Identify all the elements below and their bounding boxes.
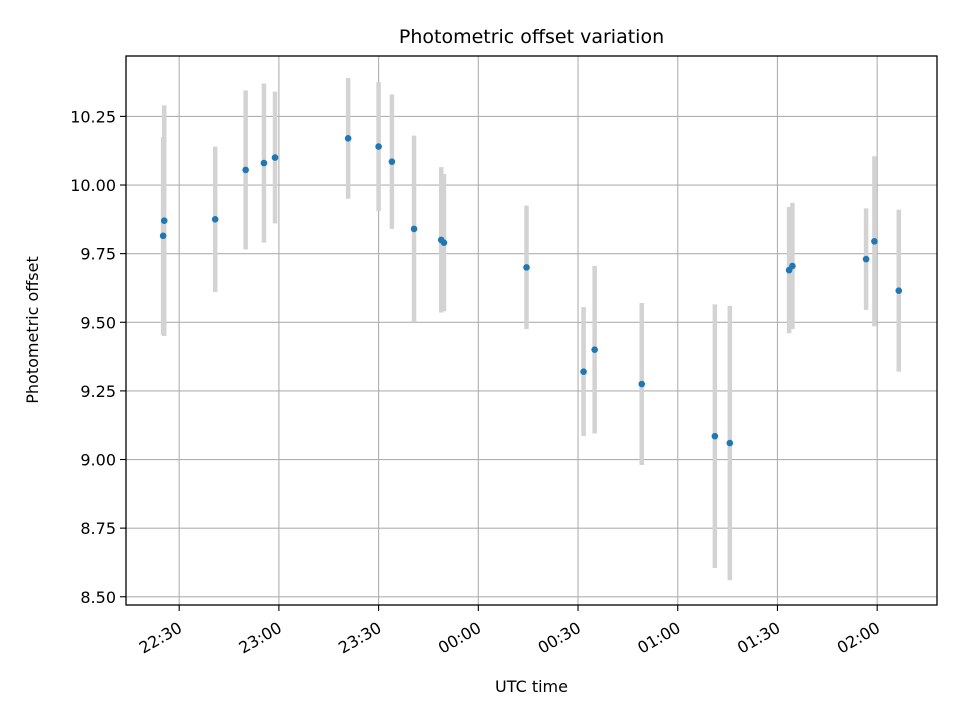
data-point [410,225,418,233]
y-tick-label: 9.50 [80,313,116,332]
y-tick-label: 8.50 [80,588,116,607]
x-axis-label: UTC time [495,677,568,696]
data-point [160,217,168,224]
grid [126,56,937,605]
y-tick-label: 9.00 [80,451,116,470]
data-point [895,287,903,294]
data-point [440,239,448,246]
y-tick-label: 8.75 [80,519,116,538]
data-point [211,216,219,223]
y-tick-label: 10.25 [70,107,116,126]
y-axis-label: Photometric offset [23,256,42,404]
data-points [159,135,903,447]
data-point [242,166,249,174]
plot-area-frame [125,55,938,606]
data-point [726,439,734,447]
y-tick-label: 9.75 [80,245,116,264]
data-point [260,159,268,167]
data-point [271,154,279,161]
data-point [344,135,352,142]
data-point [871,237,878,245]
data-point [711,432,719,440]
y-axis-ticks: 8.50 8.75 9.00 9.25 9.50 9.75 10.00 10.25 [70,107,126,607]
data-point [388,158,396,165]
data-point [638,380,646,388]
data-point [862,255,870,263]
data-point [591,346,598,354]
chart-title: Photometric offset variation [399,26,664,48]
data-point [523,264,530,271]
data-point [375,143,382,150]
y-tick-label: 9.25 [80,382,116,401]
data-point [580,368,587,375]
data-point [159,232,167,240]
y-tick-label: 10.00 [70,176,116,195]
data-point [789,262,796,270]
